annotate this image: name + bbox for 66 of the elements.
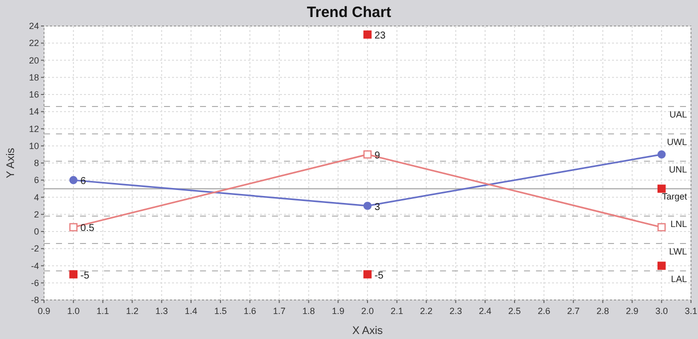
point [657,184,666,193]
x-tick-label: 2.2 [420,306,433,316]
y-tick-label: -2 [30,244,39,254]
ref-line-label: LWL [669,246,687,256]
x-tick-label: 2.1 [390,306,404,316]
y-tick-label: 16 [28,90,39,100]
point [363,270,372,278]
point [657,223,666,232]
x-tick-label: 2.0 [361,306,374,316]
point [69,176,78,184]
ref-line-label: UNL [668,164,687,174]
data-label: 0.5 [80,223,95,234]
ref-line-label: UAL [669,109,687,120]
x-tick-label: 1.3 [155,306,168,316]
x-tick-label: 1.4 [184,306,198,316]
ref-line-label: UWL [667,136,687,147]
x-tick-label: 2.7 [567,306,580,316]
y-tick-label: 2 [34,209,39,220]
point [363,150,372,159]
x-tick-label: 2.5 [508,306,521,316]
y-tick-label: 8 [34,158,39,168]
y-axis-title: Y Axis [5,147,17,178]
ref-line-label: Target [662,192,688,202]
ref-line-label: LAL [670,274,687,284]
data-label: 3 [374,202,380,213]
x-tick-label: 2.6 [538,306,550,316]
x-tick-label: 1.5 [214,306,227,316]
point [363,202,372,210]
x-tick-label: 2.3 [449,306,462,316]
x-tick-label: 1.9 [332,306,344,316]
y-tick-label: 4 [34,192,39,202]
x-tick-label: 0.9 [38,306,50,316]
x-tick-label: 1.1 [96,306,110,316]
y-tick-label: 18 [28,72,39,82]
x-tick-label: 1.0 [67,306,80,316]
y-tick-label: 0 [34,226,39,236]
y-tick-label: 14 [28,106,39,117]
x-tick-label: 2.9 [626,306,638,316]
y-tick-label: -8 [30,295,39,305]
y-tick-label: 20 [28,55,39,66]
y-tick-label: -4 [30,260,39,271]
data-label: -5 [374,270,384,282]
y-tick-label: 10 [28,140,39,151]
x-tick-label: 3.1 [684,306,698,316]
point [657,150,666,159]
x-axis-title: X Axis [352,325,384,337]
ref-line-label: LNL [670,219,687,230]
data-label: -5 [80,270,90,282]
y-tick-label: 24 [28,21,39,31]
data-label: 23 [374,30,386,42]
x-tick-label: 1.6 [244,306,256,316]
y-tick-label: 12 [28,124,39,134]
point [69,223,78,232]
x-tick-label: 1.2 [126,306,138,316]
x-tick-label: 2.8 [596,306,610,316]
x-tick-label: 2.4 [478,306,492,316]
y-tick-label: 6 [34,175,39,186]
x-tick-label: 1.8 [302,306,315,316]
y-tick-label: 22 [28,38,39,48]
point [363,30,372,39]
y-tick-label: -6 [30,278,39,288]
x-tick-label: 1.7 [273,306,286,316]
point [657,262,666,270]
x-tick-label: 3.0 [655,306,668,316]
chart-title: Trend Chart [306,4,392,21]
point [69,270,78,278]
